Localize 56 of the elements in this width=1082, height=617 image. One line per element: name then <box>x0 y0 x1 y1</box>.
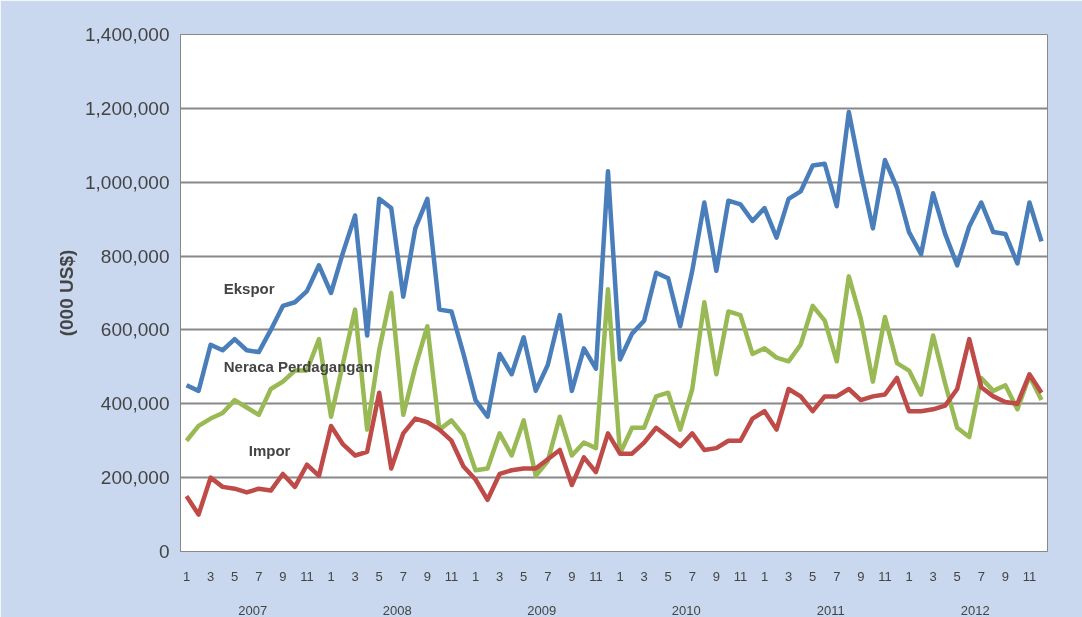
x-tick-label: 1 <box>616 568 624 584</box>
y-tick-label: 800,000 <box>100 245 170 267</box>
x-tick-label: 9 <box>1001 568 1009 584</box>
x-tick-label: 3 <box>206 568 215 584</box>
x-tick-label: 7 <box>255 568 263 584</box>
y-tick-label: 0 <box>158 541 170 562</box>
y-tick-label: 400,000 <box>100 393 170 415</box>
x-tick-label: 7 <box>688 568 696 584</box>
x-tick-label: 3 <box>640 568 648 584</box>
x-tick-label: 11 <box>589 568 603 584</box>
x-tick-label: 1 <box>760 568 769 584</box>
x-tick-label: 11 <box>878 568 892 584</box>
y-tick-label: 200,000 <box>100 467 170 489</box>
x-tick-label: 3 <box>784 568 793 584</box>
y-axis-title: (000 US$) <box>55 249 77 337</box>
line-series <box>184 336 1044 517</box>
x-tick-label: 9 <box>279 568 287 584</box>
text: 2008 <box>382 602 412 617</box>
x-tick-label: 11 <box>1022 568 1037 584</box>
x-tick-label: 3 <box>495 568 504 584</box>
text: 2010 <box>671 602 701 617</box>
series-label: Impor <box>248 441 291 459</box>
text: 2009 <box>527 602 557 617</box>
text: 2012 <box>960 602 990 617</box>
x-tick-label: 7 <box>544 568 552 584</box>
y-tick-label: 1,000,000 <box>84 171 170 193</box>
x-tick-label: 11 <box>733 568 748 584</box>
series-label: Ekspor <box>223 280 275 298</box>
x-tick-label: 1 <box>182 568 191 584</box>
y-tick-label: 600,000 <box>100 319 170 341</box>
x-tick-label: 5 <box>809 568 817 584</box>
x-tick-label: 9 <box>857 568 865 584</box>
text: 2011 <box>816 602 845 617</box>
x-tick-label: 5 <box>520 568 528 584</box>
x-tick-label: 7 <box>399 568 407 584</box>
x-tick-label: 9 <box>423 568 431 584</box>
x-tick-label: 9 <box>568 568 576 584</box>
x-tick-label: 7 <box>977 568 985 584</box>
y-tick-label: 1,400,000 <box>84 24 170 45</box>
x-tick-label: 5 <box>231 568 239 584</box>
x-tick-label: 3 <box>351 568 359 584</box>
x-tick-label: 5 <box>953 568 961 584</box>
x-tick-label: 9 <box>712 568 720 584</box>
x-tick-label: 1 <box>905 568 913 584</box>
x-tick-label: 5 <box>664 568 672 584</box>
line-series <box>184 274 1044 479</box>
y-tick-label: 1,200,000 <box>84 97 170 119</box>
text: 2007 <box>238 602 268 617</box>
x-tick-label: 11 <box>300 568 314 584</box>
line-series <box>184 109 1044 419</box>
x-tick-label: 1 <box>471 568 480 584</box>
x-tick-label: 5 <box>375 568 383 584</box>
x-tick-label: 1 <box>327 568 335 584</box>
x-tick-label: 7 <box>833 568 841 584</box>
x-tick-label: 3 <box>929 568 937 584</box>
x-tick-label: 11 <box>444 568 459 584</box>
